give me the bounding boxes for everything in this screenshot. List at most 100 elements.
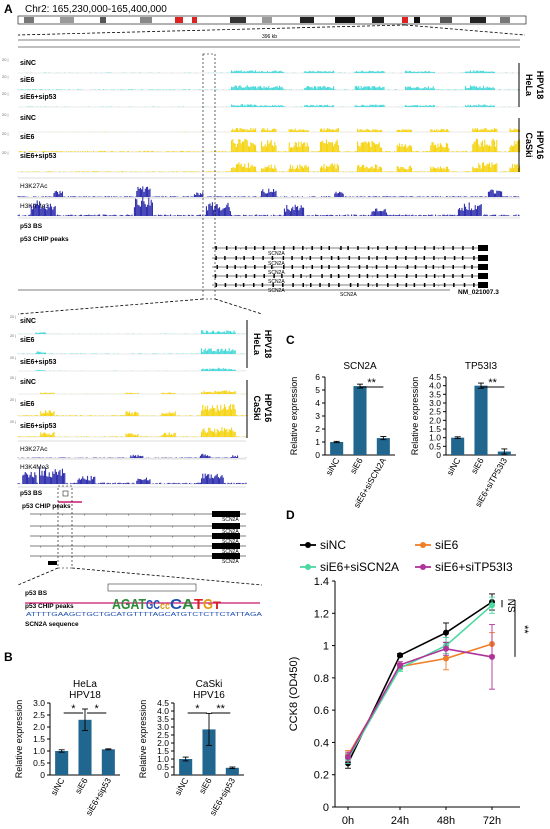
- svg-text:T: T: [213, 600, 221, 612]
- track-label: siE6+sip53: [20, 423, 56, 430]
- gene-exon: [319, 283, 321, 287]
- panel-letter-d: D: [286, 508, 295, 522]
- y-tick-label: 3.0: [33, 698, 45, 708]
- svg-text:H3K27Ac: H3K27Ac: [20, 183, 48, 190]
- y-tick-label: 3.5: [429, 389, 441, 399]
- gene-exon: [461, 256, 464, 260]
- y-tick-label: 4.5: [429, 372, 441, 382]
- histone-signal: [17, 186, 519, 197]
- gene-exon: [387, 283, 389, 287]
- gene-arrow: ›: [172, 524, 174, 529]
- panel-letter-a: A: [4, 2, 13, 16]
- gene-exon: [433, 246, 435, 250]
- gene-arrow: ›: [106, 544, 108, 549]
- gene-exon: [212, 553, 240, 559]
- bar: [225, 767, 239, 775]
- gene-arrow: ›: [273, 265, 275, 270]
- gene-arrow: ›: [40, 554, 42, 559]
- gene-utr: [478, 255, 488, 261]
- x-tick-label: siE6: [73, 776, 90, 796]
- legend-marker: [305, 542, 311, 548]
- p53-chip-peaks-label-seq: p53 CHIP peaks: [25, 603, 74, 610]
- gene-exon: [442, 265, 445, 269]
- gene-exon: [235, 246, 237, 250]
- y-tick-label: 1.5: [429, 424, 441, 434]
- gene-exon: [366, 265, 368, 269]
- y-tick-label: 0: [315, 450, 320, 460]
- gene-arrow: ›: [194, 512, 196, 517]
- p53-chip-peaks-label-zoom: p53 CHIP peaks: [22, 503, 71, 510]
- gene-exon: [215, 256, 217, 260]
- gene-exon: [385, 256, 387, 260]
- gene-exon: [394, 274, 397, 278]
- gene-exon: [376, 274, 379, 278]
- data-point: [489, 653, 495, 660]
- y-tick-label: 4.0: [429, 381, 441, 391]
- sig-mark: **: [518, 625, 530, 634]
- y-tick-label: 0: [40, 770, 45, 780]
- y-tick-label: 2.0: [33, 722, 45, 732]
- gene-arrow: ›: [40, 512, 42, 517]
- y-tick-label: 0.6: [314, 705, 329, 717]
- y-axis-label: Relative expression: [14, 700, 24, 779]
- gene-arrow: ›: [240, 283, 242, 288]
- gene-arrow: ›: [84, 554, 86, 559]
- y-tick-label: 1.4: [314, 576, 329, 588]
- gene-exon: [463, 283, 466, 287]
- gene-exon: [292, 274, 295, 278]
- gene-exon: [425, 265, 427, 269]
- y-axis-label: CCK8 (OD450): [288, 657, 300, 732]
- gene-exon: [348, 256, 351, 260]
- gene-exon: [252, 256, 255, 260]
- gene-exon: [235, 256, 237, 260]
- scn2a-sequence-label: SCN2A sequence: [25, 621, 79, 628]
- y-tick-label: 0.4: [314, 737, 329, 749]
- gene-exon: [320, 265, 323, 269]
- gene-exon: [368, 256, 370, 260]
- x-tick-label: 72h: [483, 815, 501, 827]
- chart-title: SCN2A: [343, 361, 377, 372]
- gene-arrow: ›: [306, 246, 308, 251]
- gene-exon: [212, 543, 240, 549]
- x-tick-label: siE6: [197, 776, 214, 796]
- track-label: siE6+sip53: [20, 94, 56, 101]
- gene-arrow: ›: [62, 544, 64, 549]
- x-tick-label: siE6: [348, 456, 365, 476]
- chart-tp53i3-expression: TP53I3 00.51.01.52.02.53.03.54.04.5 Relati…: [410, 361, 516, 509]
- gene-utr: [478, 282, 488, 288]
- gene-exon: [292, 246, 295, 250]
- gene-exon: [340, 246, 342, 250]
- y-axis-label: Relative expression: [410, 377, 420, 456]
- gene-exon: [282, 283, 284, 287]
- gene-arrow: ›: [194, 524, 196, 529]
- gene-exon: [262, 246, 265, 250]
- signal-track: [17, 404, 247, 416]
- gene-arrow: ›: [40, 524, 42, 529]
- sig-mark: *: [95, 703, 100, 715]
- gene-exon: [337, 274, 340, 278]
- signal-track: [17, 348, 245, 354]
- gene-exon: [291, 256, 293, 260]
- y-tick-label: 1.0: [429, 433, 441, 443]
- gene-arrow: ›: [306, 283, 308, 288]
- gene-exon: [261, 283, 264, 287]
- x-tick-label: siNC: [173, 776, 191, 797]
- data-point: [443, 629, 449, 636]
- gene-exon: [320, 256, 323, 260]
- signal-track: [34, 127, 521, 132]
- data-point: [397, 661, 403, 668]
- gene-exon: [226, 265, 228, 269]
- gene-exon: [432, 265, 435, 269]
- gene-arrow: ›: [128, 512, 130, 517]
- gene-arrow: ›: [240, 265, 242, 270]
- gene-exon: [253, 283, 255, 287]
- gene-exon: [224, 256, 226, 260]
- gene-exon: [282, 256, 285, 260]
- gene-arrow: ›: [306, 274, 308, 279]
- bar: [330, 442, 344, 455]
- gene-exon: [311, 246, 313, 250]
- gene-arrow: ›: [372, 274, 374, 279]
- gene-arrow: ›: [273, 283, 275, 288]
- gene-arrow: ›: [172, 534, 174, 539]
